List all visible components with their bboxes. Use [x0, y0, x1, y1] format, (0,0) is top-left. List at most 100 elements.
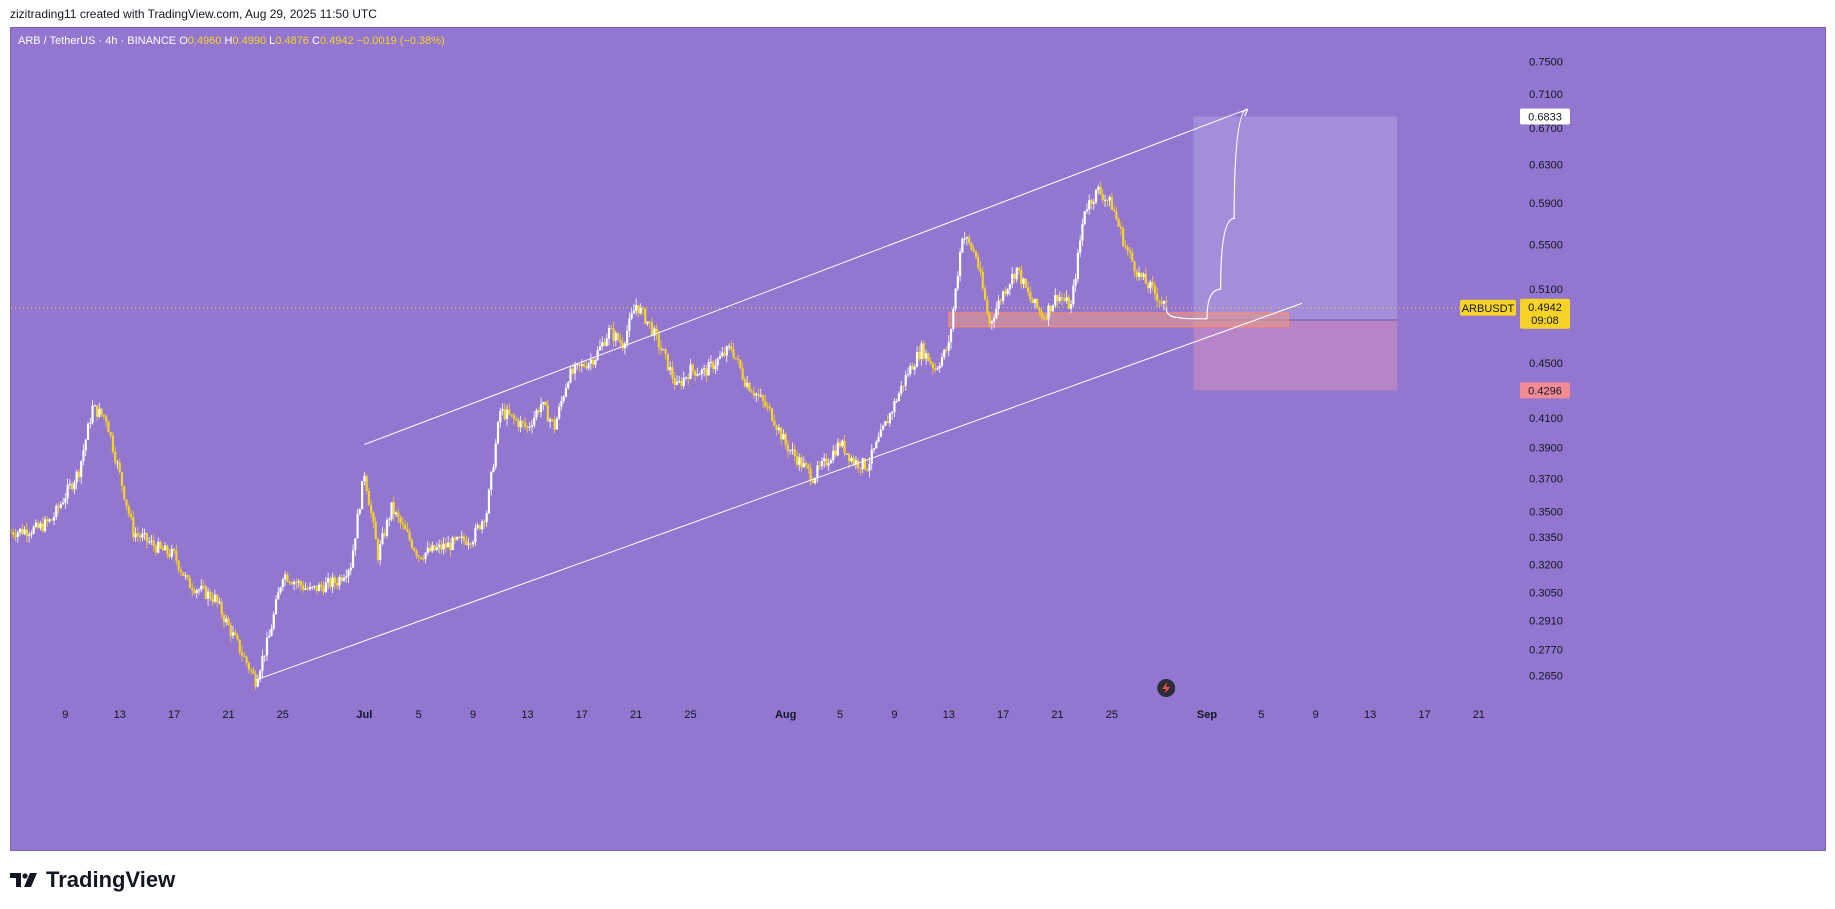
candle[interactable] [947, 342, 950, 351]
candle[interactable] [567, 382, 570, 388]
candle[interactable] [1140, 272, 1143, 278]
candle[interactable] [428, 547, 432, 552]
candle[interactable] [469, 543, 472, 545]
candle[interactable] [714, 365, 717, 370]
candle[interactable] [770, 408, 774, 421]
candle[interactable] [549, 419, 552, 422]
candle[interactable] [1004, 291, 1007, 295]
candle[interactable] [80, 460, 83, 478]
candle[interactable] [129, 513, 133, 518]
candle[interactable] [755, 393, 758, 396]
candle[interactable] [43, 519, 47, 532]
candle[interactable] [734, 357, 737, 359]
candle[interactable] [519, 421, 522, 428]
candle[interactable] [560, 400, 563, 407]
candle[interactable] [635, 304, 638, 311]
candle[interactable] [268, 635, 271, 638]
candle[interactable] [533, 417, 536, 426]
candle[interactable] [721, 352, 724, 357]
candle[interactable] [247, 663, 250, 670]
candle[interactable] [34, 522, 38, 527]
candle[interactable] [598, 346, 602, 351]
candle[interactable] [616, 333, 620, 341]
candle[interactable] [177, 560, 180, 570]
candle[interactable] [290, 582, 293, 585]
candle[interactable] [363, 475, 366, 482]
candle[interactable] [333, 577, 337, 584]
candle[interactable] [761, 395, 765, 401]
candle[interactable] [594, 359, 597, 365]
candle[interactable] [1076, 252, 1079, 279]
candle[interactable] [802, 462, 805, 468]
candle[interactable] [1108, 196, 1111, 201]
candle[interactable] [390, 502, 393, 520]
candle[interactable] [632, 310, 636, 314]
candle[interactable] [827, 463, 830, 466]
candle[interactable] [546, 405, 549, 422]
candle[interactable] [458, 537, 461, 539]
candle[interactable] [1090, 200, 1093, 204]
candle[interactable] [1128, 250, 1132, 253]
candle[interactable] [399, 517, 402, 523]
candle[interactable] [73, 482, 76, 490]
chart-pane[interactable]: 0.7500 0.7100 0.6700 0.6300 0.5900 0.5500 0.51… [10, 27, 1826, 851]
candle[interactable] [764, 400, 767, 407]
candle[interactable] [408, 531, 411, 540]
candle[interactable] [52, 516, 56, 521]
candle[interactable] [1042, 316, 1046, 319]
candle[interactable] [619, 340, 622, 343]
candle[interactable] [895, 401, 898, 403]
candle[interactable] [367, 491, 370, 506]
candle[interactable] [1088, 200, 1091, 210]
candle[interactable] [360, 481, 364, 510]
candle[interactable] [877, 437, 880, 442]
candle[interactable] [462, 536, 466, 541]
candle[interactable] [449, 542, 452, 550]
candle[interactable] [404, 524, 407, 530]
candle[interactable] [259, 671, 262, 680]
candle[interactable] [322, 586, 325, 593]
candle[interactable] [66, 485, 69, 499]
candle[interactable] [786, 444, 790, 452]
candle[interactable] [501, 408, 504, 411]
candle[interactable] [297, 581, 300, 583]
candle[interactable] [152, 540, 155, 547]
candle[interactable] [979, 268, 982, 272]
candle[interactable] [25, 529, 28, 536]
candle[interactable] [814, 478, 817, 484]
candle[interactable] [798, 457, 801, 465]
candle[interactable] [707, 362, 710, 376]
candle[interactable] [95, 405, 99, 417]
candle[interactable] [184, 575, 187, 577]
candle[interactable] [231, 632, 235, 636]
candle[interactable] [992, 318, 996, 322]
candle[interactable] [571, 368, 574, 374]
candle[interactable] [84, 439, 87, 451]
candle[interactable] [562, 396, 565, 401]
candle[interactable] [795, 455, 799, 465]
candle[interactable] [811, 480, 814, 484]
candle[interactable] [807, 465, 810, 469]
candle[interactable] [422, 558, 425, 560]
candle[interactable] [1162, 301, 1166, 304]
candle[interactable] [132, 517, 135, 537]
candle[interactable] [508, 409, 511, 415]
candle[interactable] [990, 321, 993, 324]
candle[interactable] [1049, 305, 1052, 312]
candle[interactable] [544, 402, 547, 406]
candle[interactable] [401, 522, 404, 525]
candle[interactable] [1020, 269, 1023, 285]
candle[interactable] [1065, 297, 1068, 301]
candle[interactable] [145, 533, 149, 542]
candle[interactable] [220, 601, 223, 615]
candle[interactable] [166, 545, 169, 554]
candle[interactable] [356, 513, 359, 539]
candle[interactable] [299, 581, 303, 586]
candle[interactable] [1147, 283, 1150, 289]
candle[interactable] [281, 579, 284, 588]
candle[interactable] [374, 521, 377, 540]
candle[interactable] [773, 420, 776, 426]
candle[interactable] [503, 408, 506, 419]
candle[interactable] [340, 577, 343, 581]
candle[interactable] [193, 590, 196, 594]
